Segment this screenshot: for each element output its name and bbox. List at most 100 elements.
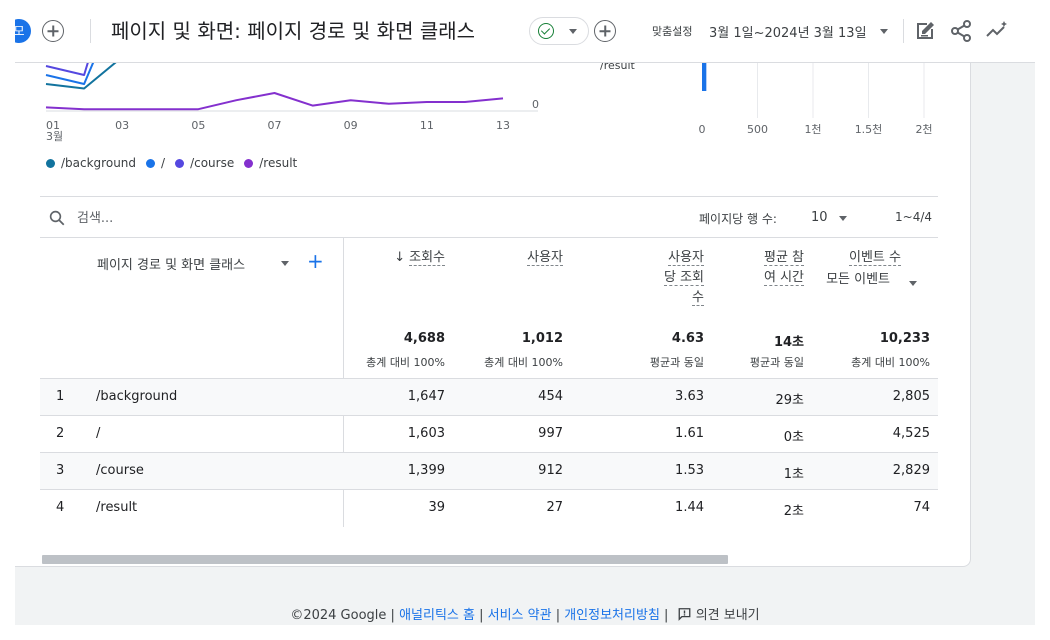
legend-item[interactable]: / xyxy=(146,156,165,170)
x-sublabel: 3월 xyxy=(46,130,63,143)
row-events: 4,525 xyxy=(892,426,930,441)
analytics-app: 모 페이지 및 화면: 페이지 경로 및 화면 클래스 맞춤설정 3월 1일~2… xyxy=(15,0,1035,625)
feedback-button[interactable]: 의견 보내기 xyxy=(677,608,760,623)
add-comparison-icon[interactable] xyxy=(42,20,64,42)
series-line-0 xyxy=(45,63,117,90)
total-engagement-sub: 평균과 동일 xyxy=(749,356,804,369)
data-table: 페이지 경로 및 화면 클래스 + ↓ 조회수 사용자 사용자 당 조회 수 평균… xyxy=(40,237,938,527)
report-card: 01 03 05 07 09 11 13 3월 0 0 500 1천 1.5천 2천/result /b… xyxy=(15,63,971,567)
legend-dot-icon xyxy=(175,158,185,168)
add-filter-icon[interactable] xyxy=(594,20,616,42)
total-views: 4,688 xyxy=(403,331,445,346)
total-views-sub: 총계 대비 100% xyxy=(366,356,445,369)
legend-label: /result xyxy=(259,156,298,170)
footer-copyright: ©2024 Google xyxy=(290,608,387,623)
row-views-per-user: 3.63 xyxy=(675,389,704,404)
row-path[interactable]: /result xyxy=(96,500,138,515)
rows-per-page-select[interactable]: 10 xyxy=(811,208,856,230)
row-views-per-user: 1.61 xyxy=(675,426,704,441)
row-views-per-user: 1.53 xyxy=(675,463,704,478)
insights-icon[interactable] xyxy=(985,19,1009,43)
bar-x-tick-label: 1천 xyxy=(804,122,821,136)
legend-label: /course xyxy=(190,156,235,170)
charts-area: 01 03 05 07 09 11 13 3월 0 0 500 1천 1.5천 2천/result xyxy=(45,63,933,143)
row-users: 27 xyxy=(546,500,563,515)
x-tick-label: 09 xyxy=(344,119,358,132)
legend-item[interactable]: /background xyxy=(46,156,136,170)
status-chip[interactable] xyxy=(529,17,589,45)
row-path[interactable]: /course xyxy=(96,463,144,478)
total-views-per-user: 4.63 xyxy=(671,331,704,346)
column-header-views[interactable]: ↓ 조회수 xyxy=(394,250,445,266)
total-users-sub: 총계 대비 100% xyxy=(484,356,563,369)
table-row: 3 /course 1,399 912 1.53 1초 2,829 xyxy=(40,452,938,490)
row-index: 2 xyxy=(56,426,65,441)
event-filter-dropdown-icon[interactable] xyxy=(909,281,917,286)
dimension-header-label: 페이지 경로 및 화면 클래스 xyxy=(97,258,246,273)
x-tick-label: 03 xyxy=(115,119,129,132)
row-views: 1,647 xyxy=(407,389,445,404)
x-tick-label: 05 xyxy=(191,119,205,132)
row-path[interactable]: / xyxy=(96,426,101,441)
row-views: 1,603 xyxy=(407,426,445,441)
divider xyxy=(40,237,938,238)
horizontal-scrollbar[interactable] xyxy=(42,555,728,564)
x-tick-label: 01 xyxy=(46,119,60,132)
dimension-dropdown-icon[interactable] xyxy=(281,261,289,266)
share-icon[interactable] xyxy=(949,19,973,43)
total-views-per-user-sub: 평균과 동일 xyxy=(649,356,704,369)
header-divider xyxy=(90,19,91,43)
row-path[interactable]: /background xyxy=(96,389,178,404)
legend-dot-icon xyxy=(244,158,254,168)
row-engagement: 1초 xyxy=(783,467,804,482)
bar-x-tick-label: 1.5천 xyxy=(855,122,883,136)
row-users: 912 xyxy=(538,463,563,478)
row-events: 74 xyxy=(913,500,930,515)
table-row: 2 / 1,603 997 1.61 0초 4,525 xyxy=(40,415,938,453)
rows-per-page-value: 10 xyxy=(811,210,828,225)
event-filter-select[interactable]: 모든 이벤트 xyxy=(826,272,890,287)
dimension-header[interactable]: 페이지 경로 및 화면 클래스 xyxy=(97,254,245,273)
row-engagement: 29초 xyxy=(775,393,804,408)
line-chart: 01 03 05 07 09 11 13 3월 0 xyxy=(45,63,539,143)
column-header-events[interactable]: 이벤트 수 xyxy=(849,250,901,266)
y-tick-label: 0 xyxy=(532,98,539,111)
row-index: 4 xyxy=(56,500,65,515)
date-range-picker[interactable]: 3월 1일~2024년 3월 13일 xyxy=(709,26,867,41)
table-row: 1 /background 1,647 454 3.63 29초 2,805 xyxy=(40,378,938,416)
search-input[interactable] xyxy=(77,207,377,229)
add-dimension-icon[interactable]: + xyxy=(307,249,324,273)
rows-per-page-label: 페이지당 행 수: xyxy=(699,212,777,226)
date-dropdown-icon[interactable] xyxy=(880,29,888,34)
search-icon xyxy=(49,210,65,226)
bar-result xyxy=(702,63,707,91)
chevron-down-icon xyxy=(839,216,847,221)
legend-item[interactable]: /result xyxy=(244,156,297,170)
row-users: 454 xyxy=(538,389,563,404)
footer-link-analytics-home[interactable]: 애널리틱스 홈 xyxy=(399,608,475,623)
comparison-chip[interactable]: 모 xyxy=(15,19,31,43)
feedback-icon xyxy=(678,608,690,621)
bar-x-tick-label: 500 xyxy=(747,123,768,136)
row-engagement: 0초 xyxy=(783,430,804,445)
footer-link-privacy[interactable]: 개인정보처리방침 xyxy=(564,608,660,623)
column-header-views-per-user[interactable]: 사용자 당 조회 수 xyxy=(663,250,704,306)
table-row: 4 /result 39 27 1.44 2초 74 xyxy=(40,489,938,527)
series-line-3 xyxy=(45,92,504,111)
divider xyxy=(40,196,938,197)
table-toolbar: 페이지당 행 수: 10 1~4/4 xyxy=(40,198,938,238)
legend-item[interactable]: /course xyxy=(175,156,234,170)
date-preset-label: 맞춤설정 xyxy=(652,25,693,38)
legend-label: / xyxy=(161,156,166,170)
x-tick-label: 07 xyxy=(268,119,282,132)
row-views: 1,399 xyxy=(407,463,445,478)
row-index: 3 xyxy=(56,463,65,478)
legend-dot-icon xyxy=(46,158,55,168)
column-header-users[interactable]: 사용자 xyxy=(527,250,563,266)
check-circle-icon xyxy=(538,23,554,39)
footer-link-terms[interactable]: 서비스 약관 xyxy=(487,608,552,623)
row-events: 2,805 xyxy=(892,389,930,404)
series-line-2 xyxy=(45,63,89,76)
edit-report-icon[interactable] xyxy=(913,19,937,43)
column-header-engagement[interactable]: 평균 참 여 시간 xyxy=(763,250,804,286)
